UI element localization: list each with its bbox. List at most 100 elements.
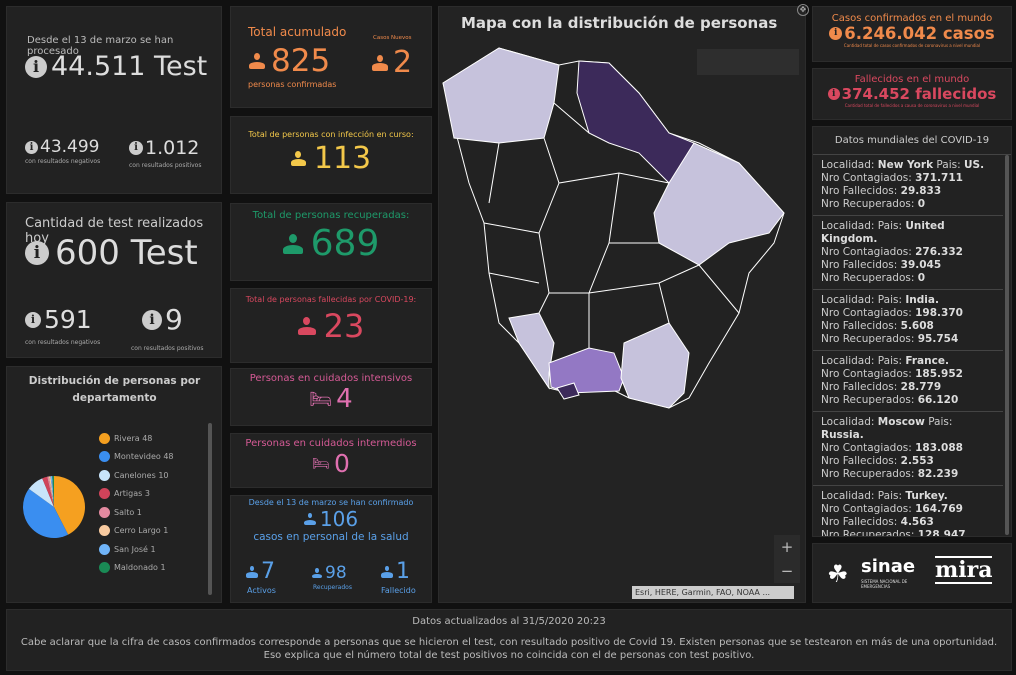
info-icon: i (25, 311, 41, 328)
health-recovered-value: 98 (325, 563, 347, 583)
legend-item: San José 1 (99, 540, 174, 559)
legend-value: 10 (158, 470, 169, 480)
pie-slice-artigas[interactable] (42, 476, 54, 507)
info-icon: i (25, 55, 47, 78)
list-item[interactable]: Localidad: New York Pais: US. Nro Contagi… (813, 155, 1003, 216)
list-field: Nro Contagiados: (821, 246, 912, 258)
person-icon (249, 53, 265, 69)
list-field: 371.711 (915, 172, 963, 184)
new-cases-value: 2 (393, 45, 413, 80)
info-icon: i (25, 140, 38, 154)
list-field: Nro Recuperados: (821, 468, 915, 480)
list-field: 39.045 (900, 259, 942, 271)
sinae-logo-icon: ☘ (827, 560, 849, 588)
map-attribution[interactable]: Esri, HERE, Garmin, FAO, NOAA ... (632, 586, 794, 599)
health-value: 106 (319, 507, 359, 531)
list-field: New York (877, 159, 934, 171)
icu-card: Personas en cuidados intensivos 🛏 4 (230, 368, 432, 426)
list-field: 95.754 (917, 333, 959, 345)
legend-item: Rivera 48 (99, 429, 174, 448)
list-field: 29.833 (900, 185, 942, 197)
tests-today-value: 600 Test (55, 233, 198, 273)
list-field: Localidad: (821, 416, 875, 428)
list-field: Nro Recuperados: (821, 394, 915, 406)
tests-negative-value: 43.499 (40, 137, 100, 157)
info-icon: i (25, 241, 49, 265)
list-field: Nro Contagiados: (821, 307, 912, 319)
legend-scrollbar[interactable] (208, 423, 212, 595)
icu-value: 4 (336, 384, 353, 414)
list-item[interactable]: Localidad: Pais: France. Nro Contagiados:… (813, 351, 1003, 412)
tests-negative-label: con resultados negativos (25, 158, 101, 165)
list-item[interactable]: Localidad: Pais: India. Nro Contagiados: … (813, 290, 1003, 351)
list-field: US. (963, 159, 985, 171)
list-field: United Kingdom. (821, 220, 945, 245)
person-icon (246, 565, 258, 578)
legend-swatch (99, 562, 110, 574)
tests-total-card: Desde el 13 de marzo se han procesado i … (6, 6, 222, 194)
tests-today-negative-label: con resultados negativos (25, 339, 101, 346)
person-icon (303, 513, 316, 525)
world-list-scrollbar[interactable] (1005, 155, 1009, 535)
distribution-card: Distribución de personas por departament… (6, 366, 222, 603)
list-field: 2.553 (900, 455, 934, 467)
health-deceased-value: 1 (396, 559, 410, 584)
list-field: 164.769 (915, 503, 963, 515)
world-list[interactable]: Localidad: New York Pais: US. Nro Contagi… (813, 155, 1003, 536)
list-field: Moscow (877, 416, 925, 428)
logos-card: ☘ sinae SISTEMA NACIONAL DE EMERGENCIAS … (812, 543, 1012, 603)
footer: Datos actualizados al 31/5/2020 20:23 Ca… (6, 609, 1012, 671)
list-item[interactable]: Localidad: Pais: United Kingdom. Nro Cont… (813, 216, 1003, 290)
sinae-logo-subtitle: SISTEMA NACIONAL DE EMERGENCIAS (861, 579, 908, 589)
distribution-title: Distribución de personas por departament… (28, 375, 201, 404)
health-active-label: Activos (247, 586, 276, 595)
list-field: Pais: (877, 490, 903, 502)
pie-slice-montevideo[interactable] (23, 488, 69, 538)
list-field: Nro Fallecidos: (821, 455, 898, 467)
new-cases-title: Casos Nuevos (373, 35, 412, 41)
list-field: 183.088 (915, 442, 963, 454)
zoom-out-button[interactable]: − (780, 562, 794, 580)
legend-swatch (99, 506, 110, 518)
legend-swatch (99, 525, 110, 537)
health-recovered-label: Recuperados (313, 584, 352, 591)
department-artigas (442, 47, 560, 144)
list-field: Nro Recuperados: (821, 198, 915, 210)
list-field: 198.370 (915, 307, 963, 319)
department-montevideo (556, 382, 580, 400)
list-item[interactable]: Localidad: Pais: Turkey. Nro Contagiados:… (813, 486, 1003, 536)
pie-slice-maldonado[interactable] (52, 476, 54, 507)
legend-swatch (99, 488, 110, 500)
list-field: India. (905, 294, 939, 306)
update-time: Datos actualizados al 31/5/2020 20:23 (412, 616, 606, 627)
pie-slice-salto[interactable] (47, 476, 54, 507)
bed-icon: 🛏 (312, 455, 330, 472)
legend-item: Montevideo 48 (99, 448, 174, 467)
list-field: Nro Fallecidos: (821, 516, 898, 528)
legend-label: Rivera (114, 433, 140, 443)
map-panel[interactable]: Mapa con la distribución de personas ✥ +… (438, 4, 809, 603)
world-cases-card: Casos confirmados en el mundo i 6.246.042… (812, 6, 1012, 62)
pie-chart (23, 476, 85, 538)
pie-slice-cerro-largo[interactable] (48, 476, 54, 507)
legend-item: Canelones 10 (99, 466, 174, 485)
list-field: Nro Contagiados: (821, 172, 912, 184)
legend-value: 3 (144, 489, 150, 499)
uruguay-map[interactable] (439, 43, 807, 423)
legend-swatch (99, 543, 110, 555)
deceased-value: 23 (323, 307, 365, 345)
health-caption: Desde el 13 de marzo se han confirmado (248, 498, 414, 507)
pie-slice-rivera[interactable] (54, 476, 85, 535)
active-card: Total de personas con infección en curso… (230, 116, 432, 194)
list-field: Pais: (928, 416, 953, 428)
footer-note: Cabe aclarar que la cifra de casos confi… (20, 637, 998, 661)
pie-slice-canelones[interactable] (28, 478, 54, 507)
legend-label: Artigas (114, 489, 143, 499)
map-search-box[interactable] (697, 49, 799, 75)
tests-positive-label: con resultados positivos (129, 162, 202, 169)
list-item[interactable]: Localidad: Moscow Pais: Russia. Nro Conta… (813, 412, 1003, 486)
pie-slice-san-josé[interactable] (50, 476, 54, 507)
list-field: 185.952 (915, 368, 963, 380)
zoom-in-button[interactable]: + (780, 538, 794, 556)
expand-icon[interactable]: ✥ (797, 4, 809, 16)
